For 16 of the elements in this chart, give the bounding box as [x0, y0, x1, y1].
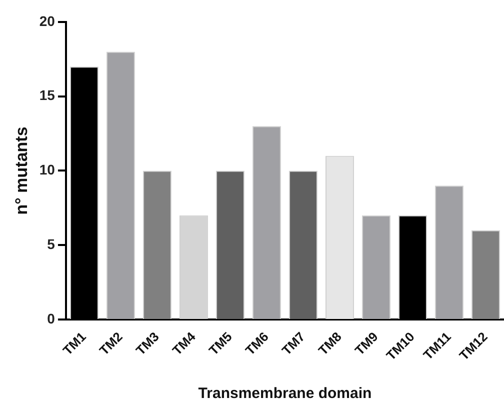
x-tick-label: TM1: [60, 329, 89, 358]
x-tick-label: TM9: [352, 329, 381, 358]
y-tick-label: 0: [47, 310, 56, 326]
x-tick-label: TM5: [206, 329, 235, 358]
x-tick-label: TM8: [315, 329, 344, 358]
y-tick-label: 20: [39, 12, 56, 29]
y-axis-title: n° mutants: [12, 126, 31, 215]
y-tick-label: 15: [39, 87, 56, 104]
x-tick-label: TM7: [278, 329, 308, 358]
y-tick-label: 10: [39, 162, 56, 178]
y-tick-label: 5: [47, 236, 56, 252]
x-tick-label: TM2: [96, 329, 126, 358]
x-tick-label: TM4: [169, 328, 199, 358]
x-axis-title: Transmembrane domain: [198, 385, 372, 402]
x-tick-label: TM6: [242, 329, 272, 358]
x-tick-label: TM3: [132, 329, 162, 358]
